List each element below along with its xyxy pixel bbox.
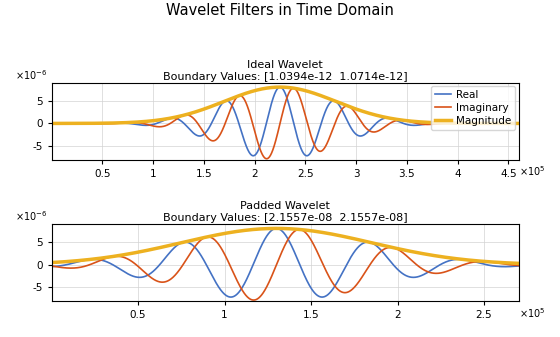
Magnitude	[277, 85, 283, 89]
Magnitude	[419, 120, 426, 124]
Real	[325, 104, 332, 108]
Real	[419, 123, 426, 127]
Line: Magnitude: Magnitude	[52, 87, 519, 123]
Imaginary	[290, 86, 297, 90]
Text: $\times10^{-6}$: $\times10^{-6}$	[15, 209, 47, 223]
Real	[72, 121, 78, 125]
Title: Ideal Wavelet
Boundary Values: [1.0394e-12  1.0714e-12]: Ideal Wavelet Boundary Values: [1.0394e-…	[163, 60, 408, 82]
Imaginary	[263, 157, 270, 161]
Real	[217, 103, 224, 108]
Text: $\times10^{-6}$: $\times10^{-6}$	[15, 68, 47, 82]
Magnitude	[72, 121, 78, 125]
Real	[395, 119, 402, 123]
Title: Padded Wavelet
Boundary Values: [2.1557e-08  2.1557e-08]: Padded Wavelet Boundary Values: [2.1557e…	[163, 202, 408, 223]
Magnitude	[345, 104, 352, 108]
Imaginary	[419, 122, 426, 126]
Magnitude	[48, 121, 55, 125]
Imaginary	[395, 118, 402, 122]
Imaginary	[48, 121, 55, 125]
Imaginary	[325, 139, 332, 143]
Real	[277, 85, 283, 89]
Magnitude	[515, 121, 522, 125]
Imaginary	[217, 131, 224, 135]
Text: $\times10^5$: $\times10^5$	[519, 306, 545, 319]
Magnitude	[325, 96, 332, 100]
Text: Wavelet Filters in Time Domain: Wavelet Filters in Time Domain	[166, 3, 394, 19]
Imaginary	[72, 121, 78, 125]
Real	[250, 154, 256, 158]
Imaginary	[345, 104, 352, 108]
Real	[48, 121, 55, 125]
Line: Imaginary: Imaginary	[52, 88, 519, 159]
Magnitude	[394, 118, 401, 122]
Legend: Real, Imaginary, Magnitude: Real, Imaginary, Magnitude	[431, 86, 515, 130]
Magnitude	[217, 101, 224, 105]
Real	[345, 121, 352, 125]
Real	[515, 121, 522, 125]
Line: Real: Real	[52, 87, 519, 156]
Text: $\times10^5$: $\times10^5$	[519, 164, 545, 178]
Imaginary	[515, 121, 522, 125]
